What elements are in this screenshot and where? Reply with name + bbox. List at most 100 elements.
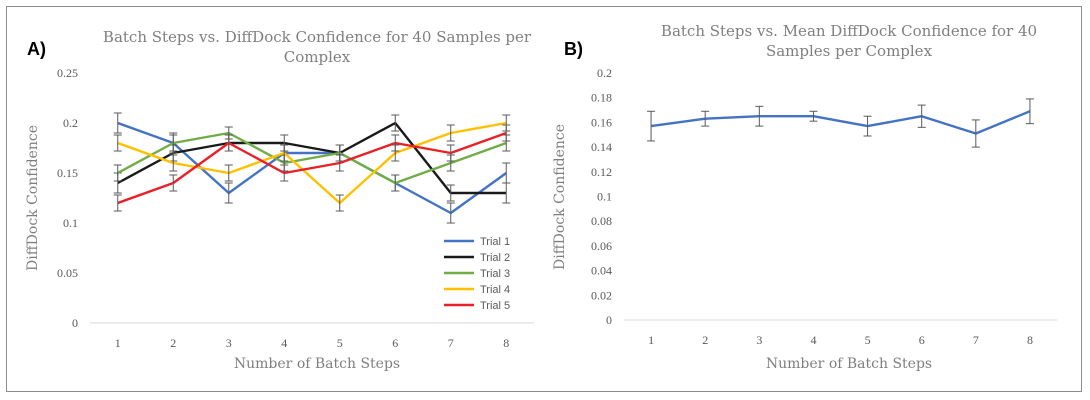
- chart-a-error-bar: [169, 174, 178, 192]
- chart-b-xaxis-title: Number of Batch Steps: [766, 356, 932, 372]
- chart-a-ytick-label: 0.25: [57, 66, 78, 80]
- chart-b-series-1: [647, 98, 1034, 148]
- chart-a-xtick-label: 5: [337, 336, 343, 350]
- chart-b-xtick-label: 2: [702, 333, 708, 347]
- chart-a-ytick-label: 0.15: [57, 166, 78, 180]
- chart-a-xtick-label: 8: [503, 336, 509, 350]
- figure-svg: A) Batch Steps vs. DiffDock Confidence f…: [25, 22, 1057, 372]
- chart-b-xtick-label: 4: [810, 333, 816, 347]
- chart-b-xtick-label: 6: [919, 333, 925, 347]
- chart-a-ytick-label: 0.2: [63, 116, 78, 130]
- panel-b-label: B): [564, 39, 583, 59]
- chart-b-error-bar: [971, 119, 980, 148]
- chart-a-error-bar: [113, 164, 122, 182]
- chart-a-series-line: [117, 131, 507, 185]
- chart-a-ytick-label: 0: [72, 316, 78, 330]
- chart-a-error-bar: [224, 164, 233, 182]
- chart-a-error-bar: [446, 202, 455, 224]
- chart-a-error-bar: [446, 144, 455, 162]
- chart-a-error-bar: [335, 194, 344, 212]
- chart-a-legend-label: Trial 4: [480, 284, 510, 296]
- chart-b-error-bar: [701, 110, 710, 127]
- chart-a-xtick-label: 7: [448, 336, 454, 350]
- chart-a-error-bar: [113, 194, 122, 212]
- chart-b-title-line-2: Samples per Complex: [766, 42, 933, 60]
- chart-b-error-bar: [809, 110, 818, 122]
- panel-a-label: A): [27, 39, 46, 59]
- chart-panel-a: A) Batch Steps vs. DiffDock Confidence f…: [25, 28, 534, 372]
- chart-b-plot: 0 0.02 0.04 0.06 0.08 0.1 0.12 0.14 0.16 0.18 0.2 1…: [591, 66, 1057, 347]
- chart-a-ytick-label: 0.1: [63, 216, 78, 230]
- chart-b-ytick-label: 0.2: [597, 66, 612, 80]
- chart-b-xtick-label: 8: [1027, 333, 1033, 347]
- chart-a-yaxis-title: DiffDock Confidence: [25, 125, 41, 271]
- chart-a-error-bar: [224, 182, 233, 204]
- chart-a-error-bar: [335, 154, 344, 172]
- chart-b-yaxis-title: DiffDock Confidence: [552, 124, 568, 270]
- chart-b-error-bar: [917, 104, 926, 128]
- chart-b-ytick-label: 0.06: [591, 239, 612, 253]
- chart-a-legend-label: Trial 2: [480, 252, 510, 264]
- chart-a-error-bar: [502, 124, 511, 142]
- chart-a-series-line: [117, 121, 507, 195]
- chart-b-error-bar: [647, 110, 656, 142]
- chart-b-ytick-label: 0.1: [597, 190, 612, 204]
- chart-a-legend-item: Trial 5: [444, 300, 510, 312]
- chart-a-error-bar: [113, 112, 122, 134]
- chart-a-error-bar: [446, 184, 455, 202]
- chart-a-xtick-label: 2: [170, 336, 176, 350]
- chart-a-legend-label: Trial 3: [480, 268, 510, 280]
- chart-a-error-bar: [169, 154, 178, 172]
- chart-b-ytick-label: 0: [606, 313, 612, 327]
- chart-a-ytick-label: 0.05: [57, 266, 78, 280]
- chart-b-xtick-label: 7: [973, 333, 979, 347]
- chart-b-ytick-label: 0.04: [591, 264, 612, 278]
- chart-a-legend-label: Trial 1: [480, 236, 510, 248]
- chart-a-error-bar: [169, 132, 178, 154]
- chart-a-title-line-2: Complex: [284, 48, 351, 66]
- chart-panel-b: B) Batch Steps vs. Mean DiffDock Confide…: [552, 22, 1057, 372]
- chart-b-ytick-label: 0.08: [591, 214, 612, 228]
- chart-a-legend-item: Trial 4: [444, 284, 510, 296]
- chart-a-series-line: [117, 131, 507, 205]
- figure-frame: A) Batch Steps vs. DiffDock Confidence f…: [6, 6, 1082, 392]
- chart-a-error-bar: [224, 134, 233, 152]
- chart-a-xtick-label: 6: [392, 336, 398, 350]
- chart-a-error-bar: [391, 134, 400, 152]
- chart-a-plot: 0 0.05 0.1 0.15 0.2 0.25 1 2 3 4 5 6 7 8: [57, 66, 534, 350]
- chart-a-legend: Trial 1 Trial 2 Trial 3 Trial 4 Trial 5: [444, 236, 510, 312]
- chart-b-series-line: [650, 110, 1031, 135]
- chart-b-xtick-label: 3: [756, 333, 762, 347]
- chart-b-ytick-label: 0.12: [591, 165, 612, 179]
- chart-b-error-bar: [1025, 98, 1034, 125]
- chart-b-ytick-label: 0.14: [591, 140, 612, 154]
- chart-a-error-bar: [280, 144, 289, 162]
- chart-a-legend-item: Trial 3: [444, 268, 510, 280]
- chart-b-error-bar: [863, 115, 872, 137]
- chart-b-xtick-label: 5: [865, 333, 871, 347]
- chart-a-error-bar: [391, 114, 400, 132]
- chart-a-series-line: [117, 121, 507, 205]
- chart-a-error-bar: [391, 174, 400, 192]
- chart-a-title-line-1: Batch Steps vs. DiffDock Confidence for …: [103, 28, 532, 46]
- chart-a-legend-item: Trial 1: [444, 236, 510, 248]
- chart-b-ytick-label: 0.16: [591, 115, 612, 129]
- chart-b-xtick-label: 1: [648, 333, 654, 347]
- chart-a-error-bar: [113, 134, 122, 152]
- chart-a-legend-label: Trial 5: [480, 300, 510, 312]
- chart-b-title-line-1: Batch Steps vs. Mean DiffDock Confidence…: [661, 22, 1037, 40]
- chart-a-error-bar: [502, 182, 511, 204]
- chart-b-ytick-label: 0.18: [591, 91, 612, 105]
- chart-a-error-bar: [280, 164, 289, 182]
- chart-b-ytick-label: 0.02: [591, 288, 612, 302]
- chart-a-xtick-label: 3: [226, 336, 232, 350]
- chart-a-series-4: [113, 114, 511, 212]
- chart-a-series-5: [113, 124, 511, 212]
- chart-a-legend-item: Trial 2: [444, 252, 510, 264]
- chart-a-error-bar: [502, 162, 511, 184]
- chart-a-xaxis-title: Number of Batch Steps: [234, 356, 400, 372]
- chart-a-error-bar: [446, 124, 455, 142]
- chart-a-xtick-label: 4: [281, 336, 287, 350]
- chart-a-xtick-label: 1: [115, 336, 121, 350]
- chart-b-error-bar: [755, 105, 764, 127]
